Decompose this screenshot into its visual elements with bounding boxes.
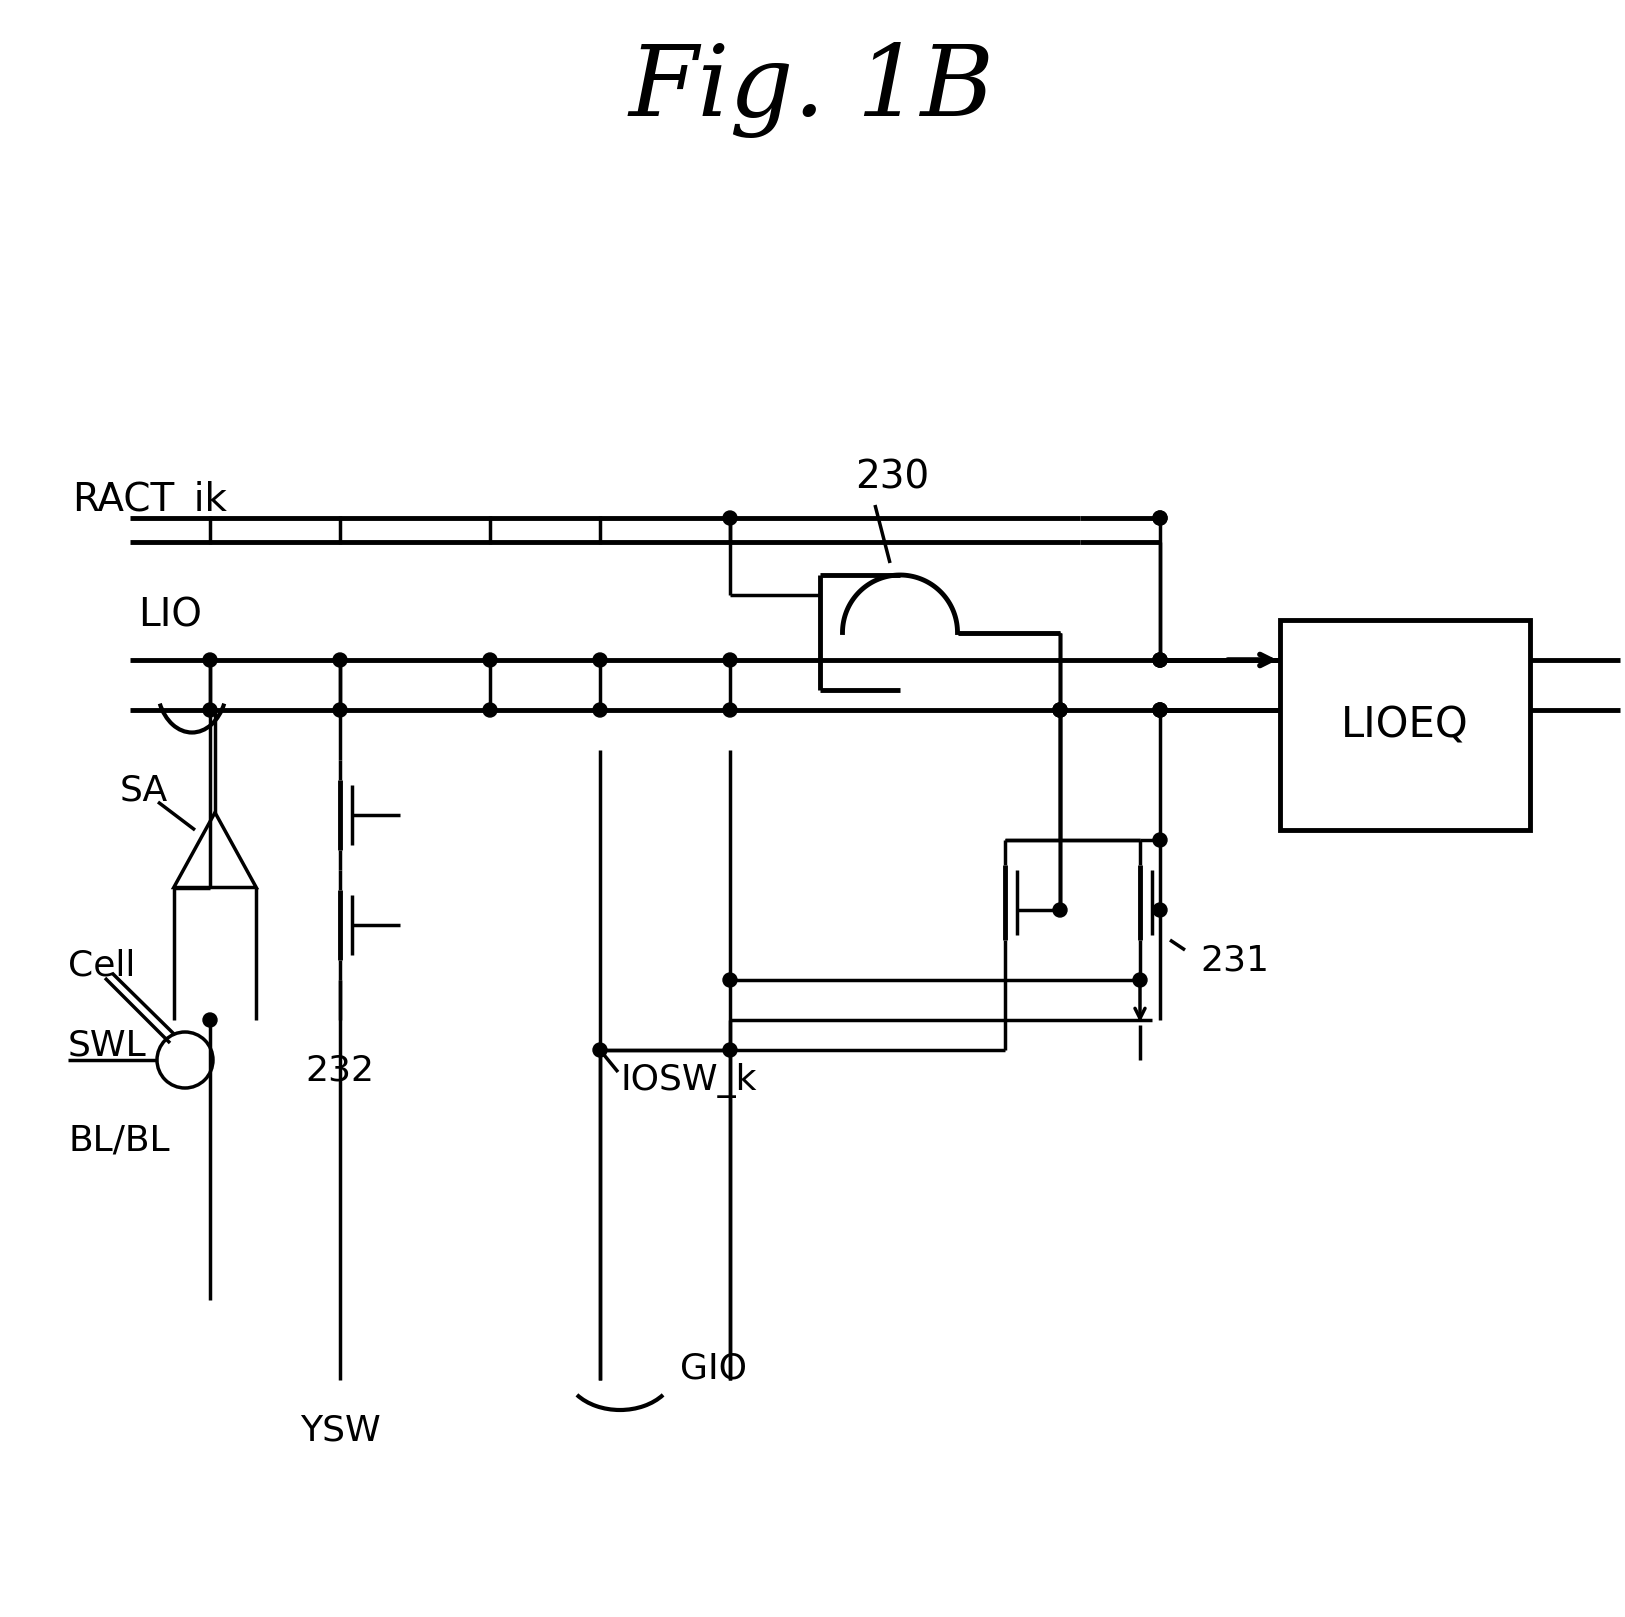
Circle shape (723, 973, 738, 986)
Circle shape (203, 1012, 218, 1027)
Circle shape (1154, 653, 1167, 666)
Circle shape (1154, 703, 1167, 716)
Text: 230: 230 (855, 458, 929, 496)
Text: LIO: LIO (138, 597, 202, 634)
Circle shape (333, 653, 348, 666)
Circle shape (1053, 902, 1068, 917)
Circle shape (483, 703, 497, 716)
Text: LIOEQ: LIOEQ (1341, 703, 1469, 745)
Text: RACT_ik: RACT_ik (72, 480, 228, 519)
Circle shape (1133, 973, 1147, 986)
Circle shape (593, 703, 608, 716)
Circle shape (1154, 833, 1167, 847)
Circle shape (723, 1043, 738, 1058)
Text: BL/BL: BL/BL (68, 1122, 169, 1158)
Circle shape (1154, 653, 1167, 666)
Circle shape (1154, 511, 1167, 526)
Text: SWL: SWL (68, 1028, 146, 1062)
Text: YSW: YSW (299, 1413, 380, 1447)
Circle shape (723, 511, 738, 526)
Text: SA: SA (120, 773, 169, 807)
Circle shape (1154, 511, 1167, 526)
Bar (1280, 619, 1531, 830)
Text: Cell: Cell (68, 948, 135, 982)
Circle shape (483, 653, 497, 666)
Circle shape (1154, 703, 1167, 716)
Circle shape (1053, 703, 1068, 716)
Circle shape (593, 1043, 608, 1058)
Circle shape (203, 653, 218, 666)
Circle shape (593, 653, 608, 666)
Circle shape (723, 703, 738, 716)
Circle shape (333, 703, 348, 716)
Circle shape (203, 703, 218, 716)
Circle shape (1053, 703, 1068, 716)
Text: GIO: GIO (679, 1350, 748, 1386)
Text: 232: 232 (306, 1053, 374, 1087)
Circle shape (1154, 653, 1167, 666)
Circle shape (1154, 703, 1167, 716)
Text: Fig. 1B: Fig. 1B (629, 42, 994, 137)
Circle shape (1154, 902, 1167, 917)
Text: IOSW_k: IOSW_k (621, 1062, 757, 1098)
Text: 231: 231 (1199, 943, 1269, 977)
Circle shape (1053, 703, 1068, 716)
Circle shape (723, 653, 738, 666)
